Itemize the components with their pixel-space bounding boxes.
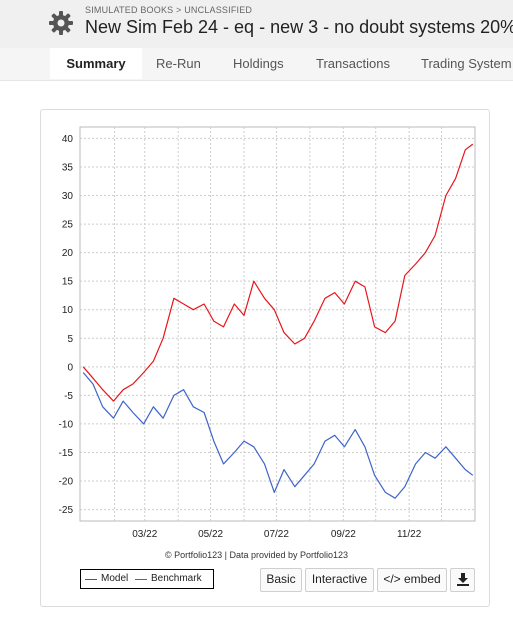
legend-swatch-model — [85, 579, 97, 580]
legend-label-model[interactable]: Model — [101, 573, 129, 584]
x-tick-label: 03/22 — [132, 529, 157, 540]
y-tick-label: 25 — [62, 220, 74, 231]
page-header: SIMULATED BOOKS > UNCLASSIFIED New Sim F… — [0, 0, 513, 48]
y-tick-label: -25 — [59, 505, 74, 516]
tab-summary[interactable]: Summary — [50, 48, 142, 79]
y-tick-label: 20 — [62, 248, 74, 259]
y-tick-label: 5 — [67, 334, 73, 345]
x-tick-label: 09/22 — [331, 529, 356, 540]
y-tick-label: -10 — [59, 419, 74, 430]
x-tick-label: 07/22 — [264, 529, 289, 540]
interactive-button[interactable]: Interactive — [305, 568, 374, 592]
series-lines — [82, 143, 474, 499]
data-credit: © Portfolio123 | Data provided by Portfo… — [164, 550, 349, 560]
series-line-model — [82, 143, 474, 402]
y-tick-label: 35 — [62, 162, 74, 173]
y-tick-label: -20 — [59, 477, 74, 488]
download-button[interactable] — [450, 568, 475, 592]
axis-labels: 40 35 30 25 20 15 10 5 0 -5 -10 -15 -20 -25 03/22 05/22… — [59, 134, 422, 540]
performance-chart: 40 35 30 25 20 15 10 5 0 -5 -10 -15 -20 -25 03/22 05/22… — [59, 126, 476, 540]
y-tick-label: 30 — [62, 191, 74, 202]
breadcrumb[interactable]: SIMULATED BOOKS > UNCLASSIFIED — [85, 5, 253, 15]
grid-lines — [80, 127, 475, 521]
gear-icon[interactable] — [47, 9, 75, 37]
basic-button[interactable]: Basic — [260, 568, 302, 592]
page-title: New Sim Feb 24 - eq - new 3 - no doubt s… — [85, 17, 513, 37]
y-tick-label: -15 — [59, 448, 74, 459]
tab-trading-system[interactable]: Trading System — [421, 56, 512, 71]
x-tick-label: 11/22 — [397, 529, 422, 540]
tab-bar: Summary Re-Run Holdings Transactions Tra… — [0, 48, 513, 81]
y-tick-label: 15 — [62, 277, 74, 288]
embed-button[interactable]: </> embed — [377, 568, 447, 592]
y-tick-label: 10 — [62, 305, 74, 316]
chart-legend: Model Benchmark — [80, 569, 214, 589]
plot-area — [79, 126, 476, 522]
tab-holdings[interactable]: Holdings — [233, 56, 284, 71]
y-tick-label: -5 — [64, 391, 73, 402]
y-tick-label: 0 — [67, 362, 73, 373]
x-tick-label: 05/22 — [198, 529, 223, 540]
legend-label-benchmark[interactable]: Benchmark — [151, 573, 202, 584]
y-tick-label: 40 — [62, 134, 74, 145]
tab-re-run[interactable]: Re-Run — [156, 56, 201, 71]
legend-swatch-benchmark — [135, 579, 147, 580]
tab-transactions[interactable]: Transactions — [316, 56, 390, 71]
download-icon — [457, 573, 469, 586]
series-line-benchmark — [82, 372, 474, 499]
